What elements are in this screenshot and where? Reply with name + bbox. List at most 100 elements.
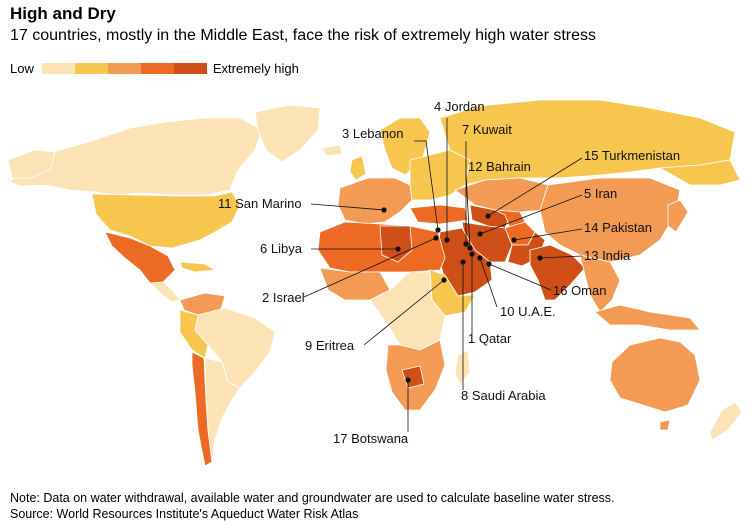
callout-dot-bahrain: [467, 245, 473, 251]
callout-india: 13 India: [537, 248, 631, 263]
callout-iran: 5 Iran: [477, 186, 617, 237]
region-western-europe: [337, 177, 413, 225]
callout-label-eritrea: 9 Eritrea: [305, 338, 355, 353]
region-east-siberia: [658, 159, 741, 186]
footer-notes: Note: Data on water withdrawal, availabl…: [10, 490, 615, 522]
callout-label-india: 13 India: [584, 248, 631, 263]
callout-layer: 4 Jordan 7 Kuwait 3 Lebanon 12 Bahrain 15 Tu…: [218, 99, 680, 446]
callout-leader-israel: [303, 237, 437, 298]
world-map: 4 Jordan 7 Kuwait 3 Lebanon 12 Bahrain 15 Tu…: [7, 99, 743, 467]
region-canada: [9, 117, 263, 196]
callout-leader-san-marino: [310, 203, 385, 211]
region-caribbean: [179, 261, 217, 273]
callout-dot-qatar: [469, 251, 475, 257]
legend-swatch-1: [41, 62, 75, 74]
callout-label-israel: 2 Israel: [262, 290, 305, 305]
callout-oman: 16 Oman: [486, 261, 606, 298]
region-southeast-asia: [579, 254, 621, 313]
region-madagascar: [454, 349, 471, 386]
callout-uae: 10 U.A.E.: [477, 255, 556, 319]
callout-dot-india: [537, 255, 543, 261]
callout-saudi-arabia: 8 Saudi Arabia: [460, 259, 546, 403]
callout-label-qatar: 1 Qatar: [468, 331, 512, 346]
callout-dot-uae: [477, 255, 483, 261]
callout-label-libya: 6 Libya: [260, 241, 303, 256]
legend-high-label: Extremely high: [212, 60, 299, 76]
region-central-africa: [369, 271, 446, 351]
callout-label-lebanon: 3 Lebanon: [342, 126, 403, 141]
callout-dot-saudi-arabia: [460, 259, 466, 265]
callout-leader-uae: [479, 257, 498, 308]
callout-label-oman: 16 Oman: [553, 283, 606, 298]
callout-jordan: 4 Jordan: [434, 99, 485, 243]
callout-leader-oman: [488, 263, 552, 291]
callout-leader-india: [539, 255, 583, 259]
callout-dot-iran: [477, 231, 483, 237]
region-japan-korea: [667, 199, 689, 233]
callout-kuwait: 7 Kuwait: [462, 122, 512, 247]
callout-label-bahrain: 12 Bahrain: [468, 159, 531, 174]
region-alaska: [7, 149, 56, 179]
legend-swatch-5: [173, 62, 207, 74]
callout-dot-eritrea: [441, 277, 447, 283]
callout-leader-bahrain: [465, 172, 471, 249]
callout-label-turkmenistan: 15 Turkmenistan: [584, 148, 680, 163]
callout-eritrea: 9 Eritrea: [305, 277, 447, 353]
legend-swatch-4: [140, 62, 174, 74]
callout-label-iran: 5 Iran: [584, 186, 617, 201]
callout-dot-botswana: [405, 377, 411, 383]
callout-label-kuwait: 7 Kuwait: [462, 122, 512, 137]
callout-dot-san-marino: [381, 207, 387, 213]
callout-san-marino: 11 San Marino: [218, 196, 387, 213]
callout-turkmenistan: 15 Turkmenistan: [485, 148, 680, 219]
callout-leader-eritrea: [363, 279, 445, 346]
callout-leader-iran: [479, 194, 583, 235]
callout-leader-pakistan: [513, 228, 583, 241]
region-greenland: [254, 104, 321, 163]
footer-source: Source: World Resources Institute's Aque…: [10, 507, 359, 521]
callout-dot-israel: [433, 235, 439, 241]
callout-label-saudi-arabia: 8 Saudi Arabia: [461, 388, 546, 403]
region-india: [529, 244, 586, 301]
callout-dot-lebanon: [435, 227, 441, 233]
legend-swatch-3: [107, 62, 141, 74]
callout-lebanon: 3 Lebanon: [342, 126, 441, 233]
callout-dot-kuwait: [463, 241, 469, 247]
chart-subtitle: 17 countries, mostly in the Middle East,…: [10, 27, 597, 44]
callout-label-san-marino: 11 San Marino: [218, 196, 302, 211]
region-australia: [609, 337, 701, 413]
callout-dot-pakistan: [511, 237, 517, 243]
region-indonesia: [594, 304, 701, 331]
callout-dot-jordan: [444, 237, 450, 243]
region-chile: [191, 351, 213, 467]
callout-label-uae: 10 U.A.E.: [500, 304, 556, 319]
callout-label-jordan: 4 Jordan: [434, 99, 485, 114]
callout-dot-libya: [395, 246, 401, 252]
region-turkey: [409, 204, 469, 225]
region-peru: [179, 309, 209, 359]
region-new-zealand: [709, 401, 743, 441]
region-mongolia-china: [539, 177, 681, 263]
region-iceland: [321, 144, 343, 157]
callout-leader-turkmenistan: [487, 157, 583, 217]
chart-title: High and Dry: [10, 4, 116, 23]
callout-dot-oman: [486, 261, 492, 267]
color-legend: Low Extremely high: [10, 60, 299, 76]
region-tasmania: [659, 419, 671, 431]
region-libya: [379, 225, 413, 263]
region-usa: [91, 191, 241, 249]
callout-bahrain: 12 Bahrain: [465, 159, 531, 251]
callout-label-pakistan: 14 Pakistan: [584, 220, 652, 235]
legend-swatch-2: [74, 62, 108, 74]
callout-pakistan: 14 Pakistan: [511, 220, 652, 243]
callout-leader-lebanon: [414, 140, 439, 231]
footer-note: Note: Data on water withdrawal, availabl…: [10, 491, 615, 505]
region-argentina: [204, 357, 241, 463]
region-uk: [349, 155, 367, 181]
land-layer: [7, 99, 743, 467]
callout-dot-turkmenistan: [485, 213, 491, 219]
region-central-america: [149, 281, 181, 303]
legend-low-label: Low: [10, 60, 34, 76]
callout-botswana: 17 Botswana: [333, 377, 411, 446]
callout-label-botswana: 17 Botswana: [333, 431, 409, 446]
